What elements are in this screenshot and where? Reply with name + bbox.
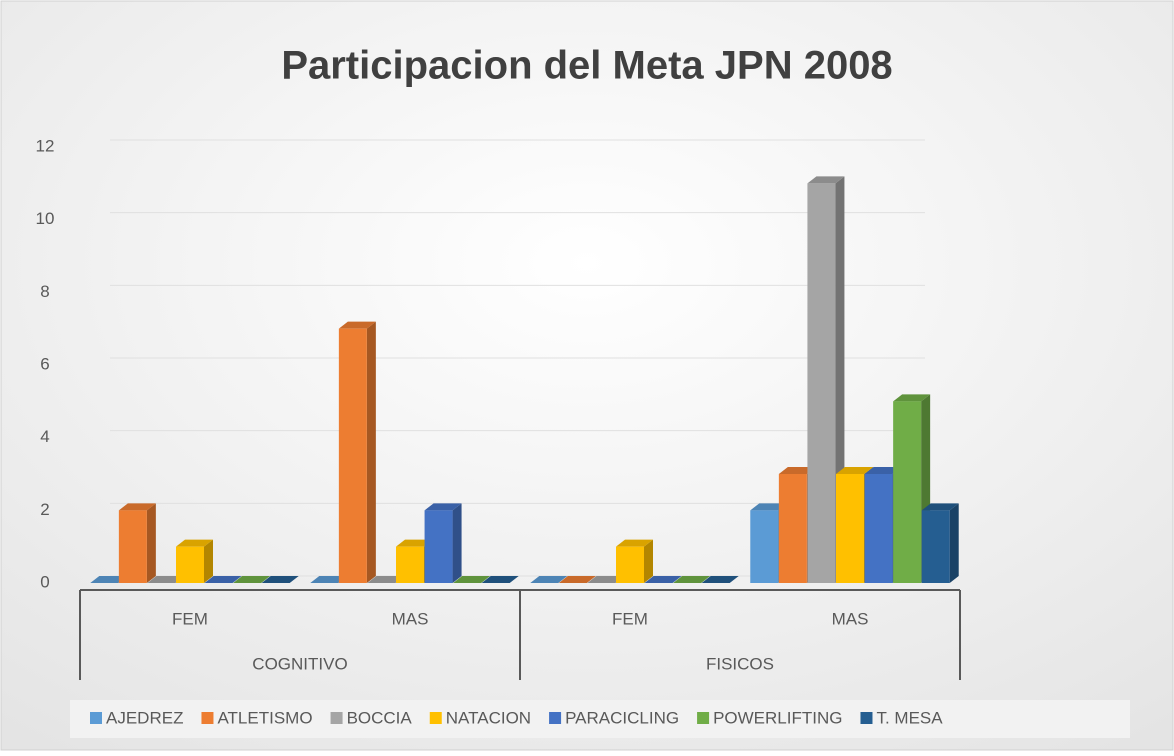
bar xyxy=(673,576,711,583)
bar-face xyxy=(396,546,424,583)
bar-face xyxy=(233,576,271,583)
bar-face xyxy=(118,510,147,583)
bar-face xyxy=(481,576,519,583)
bar xyxy=(424,503,462,583)
bar xyxy=(453,576,491,583)
bar-face xyxy=(893,394,931,402)
bar xyxy=(530,576,568,583)
bar-face xyxy=(176,539,213,547)
bar-face xyxy=(261,576,299,583)
bar-face xyxy=(949,503,959,583)
bar xyxy=(118,503,156,583)
bar-face xyxy=(558,576,596,583)
y-tick-label: 8 xyxy=(40,282,49,301)
bar-face xyxy=(778,467,816,474)
legend-swatch xyxy=(90,712,102,724)
bar-face xyxy=(176,546,204,583)
bar xyxy=(921,503,959,583)
bar-face xyxy=(673,576,711,583)
bar-face xyxy=(750,503,788,511)
bar-face xyxy=(452,503,462,583)
bar-face xyxy=(778,474,807,583)
legend-label: AJEDREZ xyxy=(106,708,183,727)
bar xyxy=(90,576,128,583)
bar-face xyxy=(921,503,959,511)
bar xyxy=(310,576,348,583)
bar-face xyxy=(147,576,185,583)
legend-label: POWERLIFTING xyxy=(713,708,842,727)
bar xyxy=(233,576,271,583)
y-tick-label: 12 xyxy=(36,136,55,155)
bar xyxy=(261,576,299,583)
group-label: FISICOS xyxy=(706,654,774,673)
bar-face xyxy=(118,503,156,511)
bar-face xyxy=(530,576,568,583)
bar xyxy=(701,576,739,583)
bar-face xyxy=(836,467,873,474)
bar xyxy=(587,576,625,583)
x-tick-label: MAS xyxy=(832,609,869,628)
bar-face xyxy=(424,510,453,583)
bar-face xyxy=(807,176,845,184)
group-label: COGNITIVO xyxy=(252,654,347,673)
bar-face xyxy=(338,328,367,583)
y-tick-label: 6 xyxy=(40,354,49,373)
bar-face xyxy=(616,539,653,547)
legend-box xyxy=(70,700,1130,738)
bar xyxy=(481,576,519,583)
legend-label: ATLETISMO xyxy=(217,708,312,727)
bar-face xyxy=(644,539,653,583)
y-tick-label: 10 xyxy=(36,209,55,228)
bar-face xyxy=(644,576,682,583)
legend-swatch xyxy=(201,712,214,724)
bar-face xyxy=(893,401,922,583)
legend-swatch xyxy=(429,712,442,724)
bar xyxy=(616,539,653,583)
bar xyxy=(644,576,682,583)
bar xyxy=(176,539,213,583)
bar xyxy=(338,321,376,583)
bar-face xyxy=(616,546,644,583)
x-tick-label: FEM xyxy=(172,609,208,628)
bar-face xyxy=(310,576,348,583)
legend-label: NATACION xyxy=(446,708,531,727)
bar-face xyxy=(701,576,739,583)
bar-face xyxy=(453,576,491,583)
bar-face xyxy=(587,576,625,583)
y-tick-label: 2 xyxy=(40,500,49,519)
bar-face xyxy=(921,510,950,583)
bar-face xyxy=(204,539,213,583)
bar-face xyxy=(807,183,836,584)
legend-label: T. MESA xyxy=(876,708,943,727)
bar xyxy=(367,576,405,583)
legend-label: PARACICLING xyxy=(565,708,679,727)
bar-face xyxy=(146,503,156,583)
bar xyxy=(204,576,242,583)
bar-face xyxy=(367,576,405,583)
legend-label: BOCCIA xyxy=(347,708,413,727)
bar-face xyxy=(366,321,376,583)
bar-face xyxy=(396,539,433,547)
bar-face xyxy=(204,576,242,583)
bar-face xyxy=(338,321,376,329)
y-tick-label: 0 xyxy=(40,572,49,591)
bar-face xyxy=(750,510,779,583)
y-tick-label: 4 xyxy=(40,427,49,446)
bar-face xyxy=(864,474,893,583)
legend-swatch xyxy=(860,712,873,724)
bar xyxy=(558,576,596,583)
x-tick-label: MAS xyxy=(392,609,429,628)
legend-swatch xyxy=(697,712,710,724)
bar xyxy=(147,576,185,583)
legend-swatch xyxy=(330,712,343,724)
bar-face xyxy=(836,474,864,583)
legend-swatch xyxy=(549,712,562,724)
x-tick-label: FEM xyxy=(612,609,648,628)
bar-face xyxy=(864,467,902,474)
bar-face xyxy=(424,503,462,511)
chart-title: Participacion del Meta JPN 2008 xyxy=(281,44,892,88)
bar-face xyxy=(90,576,128,583)
